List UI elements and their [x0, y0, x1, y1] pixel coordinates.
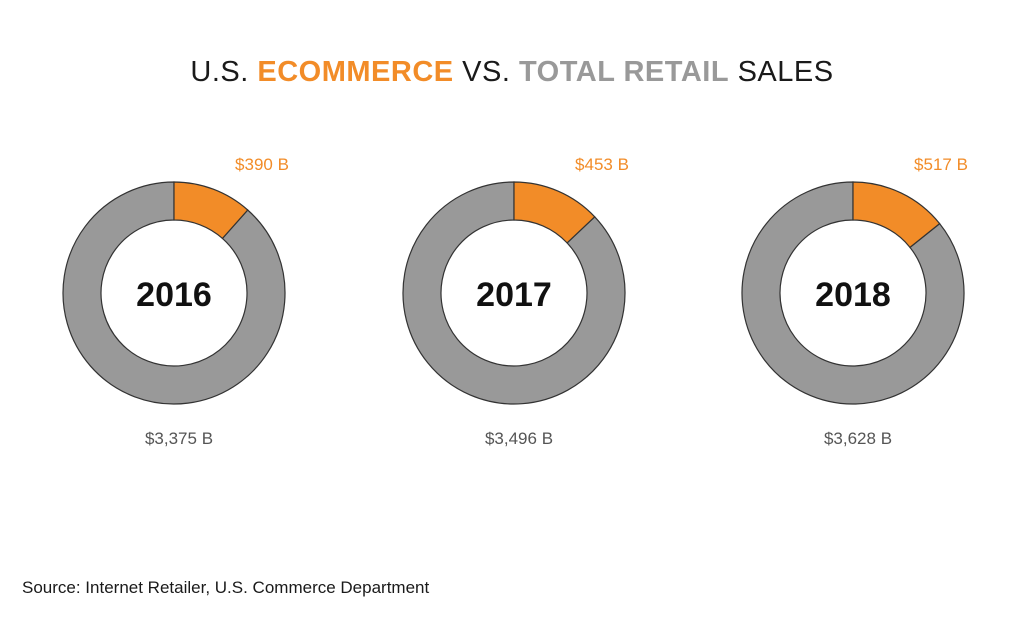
ecommerce-value-label: $517 B [914, 155, 968, 174]
title-part-2: VS. [453, 56, 519, 88]
chart-title: U.S. ECOMMERCE VS. TOTAL RETAIL SALES [0, 56, 1024, 89]
ecommerce-value-label: $453 B [575, 155, 629, 174]
title-retail-highlight: TOTAL RETAIL [518, 56, 730, 88]
donut-slice-total-retail-2017 [402, 181, 626, 405]
ecommerce-value-label: $390 B [235, 155, 289, 174]
title-ecommerce-highlight: ECOMMERCE [257, 56, 454, 88]
donut-slice-ecommerce-2018 [852, 181, 941, 249]
donut-slice-total-retail-2016 [62, 181, 286, 405]
donut-slice-total-retail-2018 [741, 181, 965, 405]
total-retail-value-label: $3,628 B [824, 429, 892, 448]
donut-center-year: 2018 [815, 276, 891, 314]
donut-center-year: 2016 [136, 276, 212, 314]
total-retail-value-label: $3,375 B [145, 429, 213, 448]
title-part-3: SALES [729, 56, 834, 88]
donut-center-year: 2017 [476, 276, 552, 314]
total-retail-value-label: $3,496 B [485, 429, 553, 448]
source-note: Source: Internet Retailer, U.S. Commerce… [22, 578, 430, 597]
title-part-1: U.S. [190, 56, 258, 88]
donut-slice-ecommerce-2016 [173, 181, 249, 240]
donut-slice-ecommerce-2017 [513, 181, 596, 244]
